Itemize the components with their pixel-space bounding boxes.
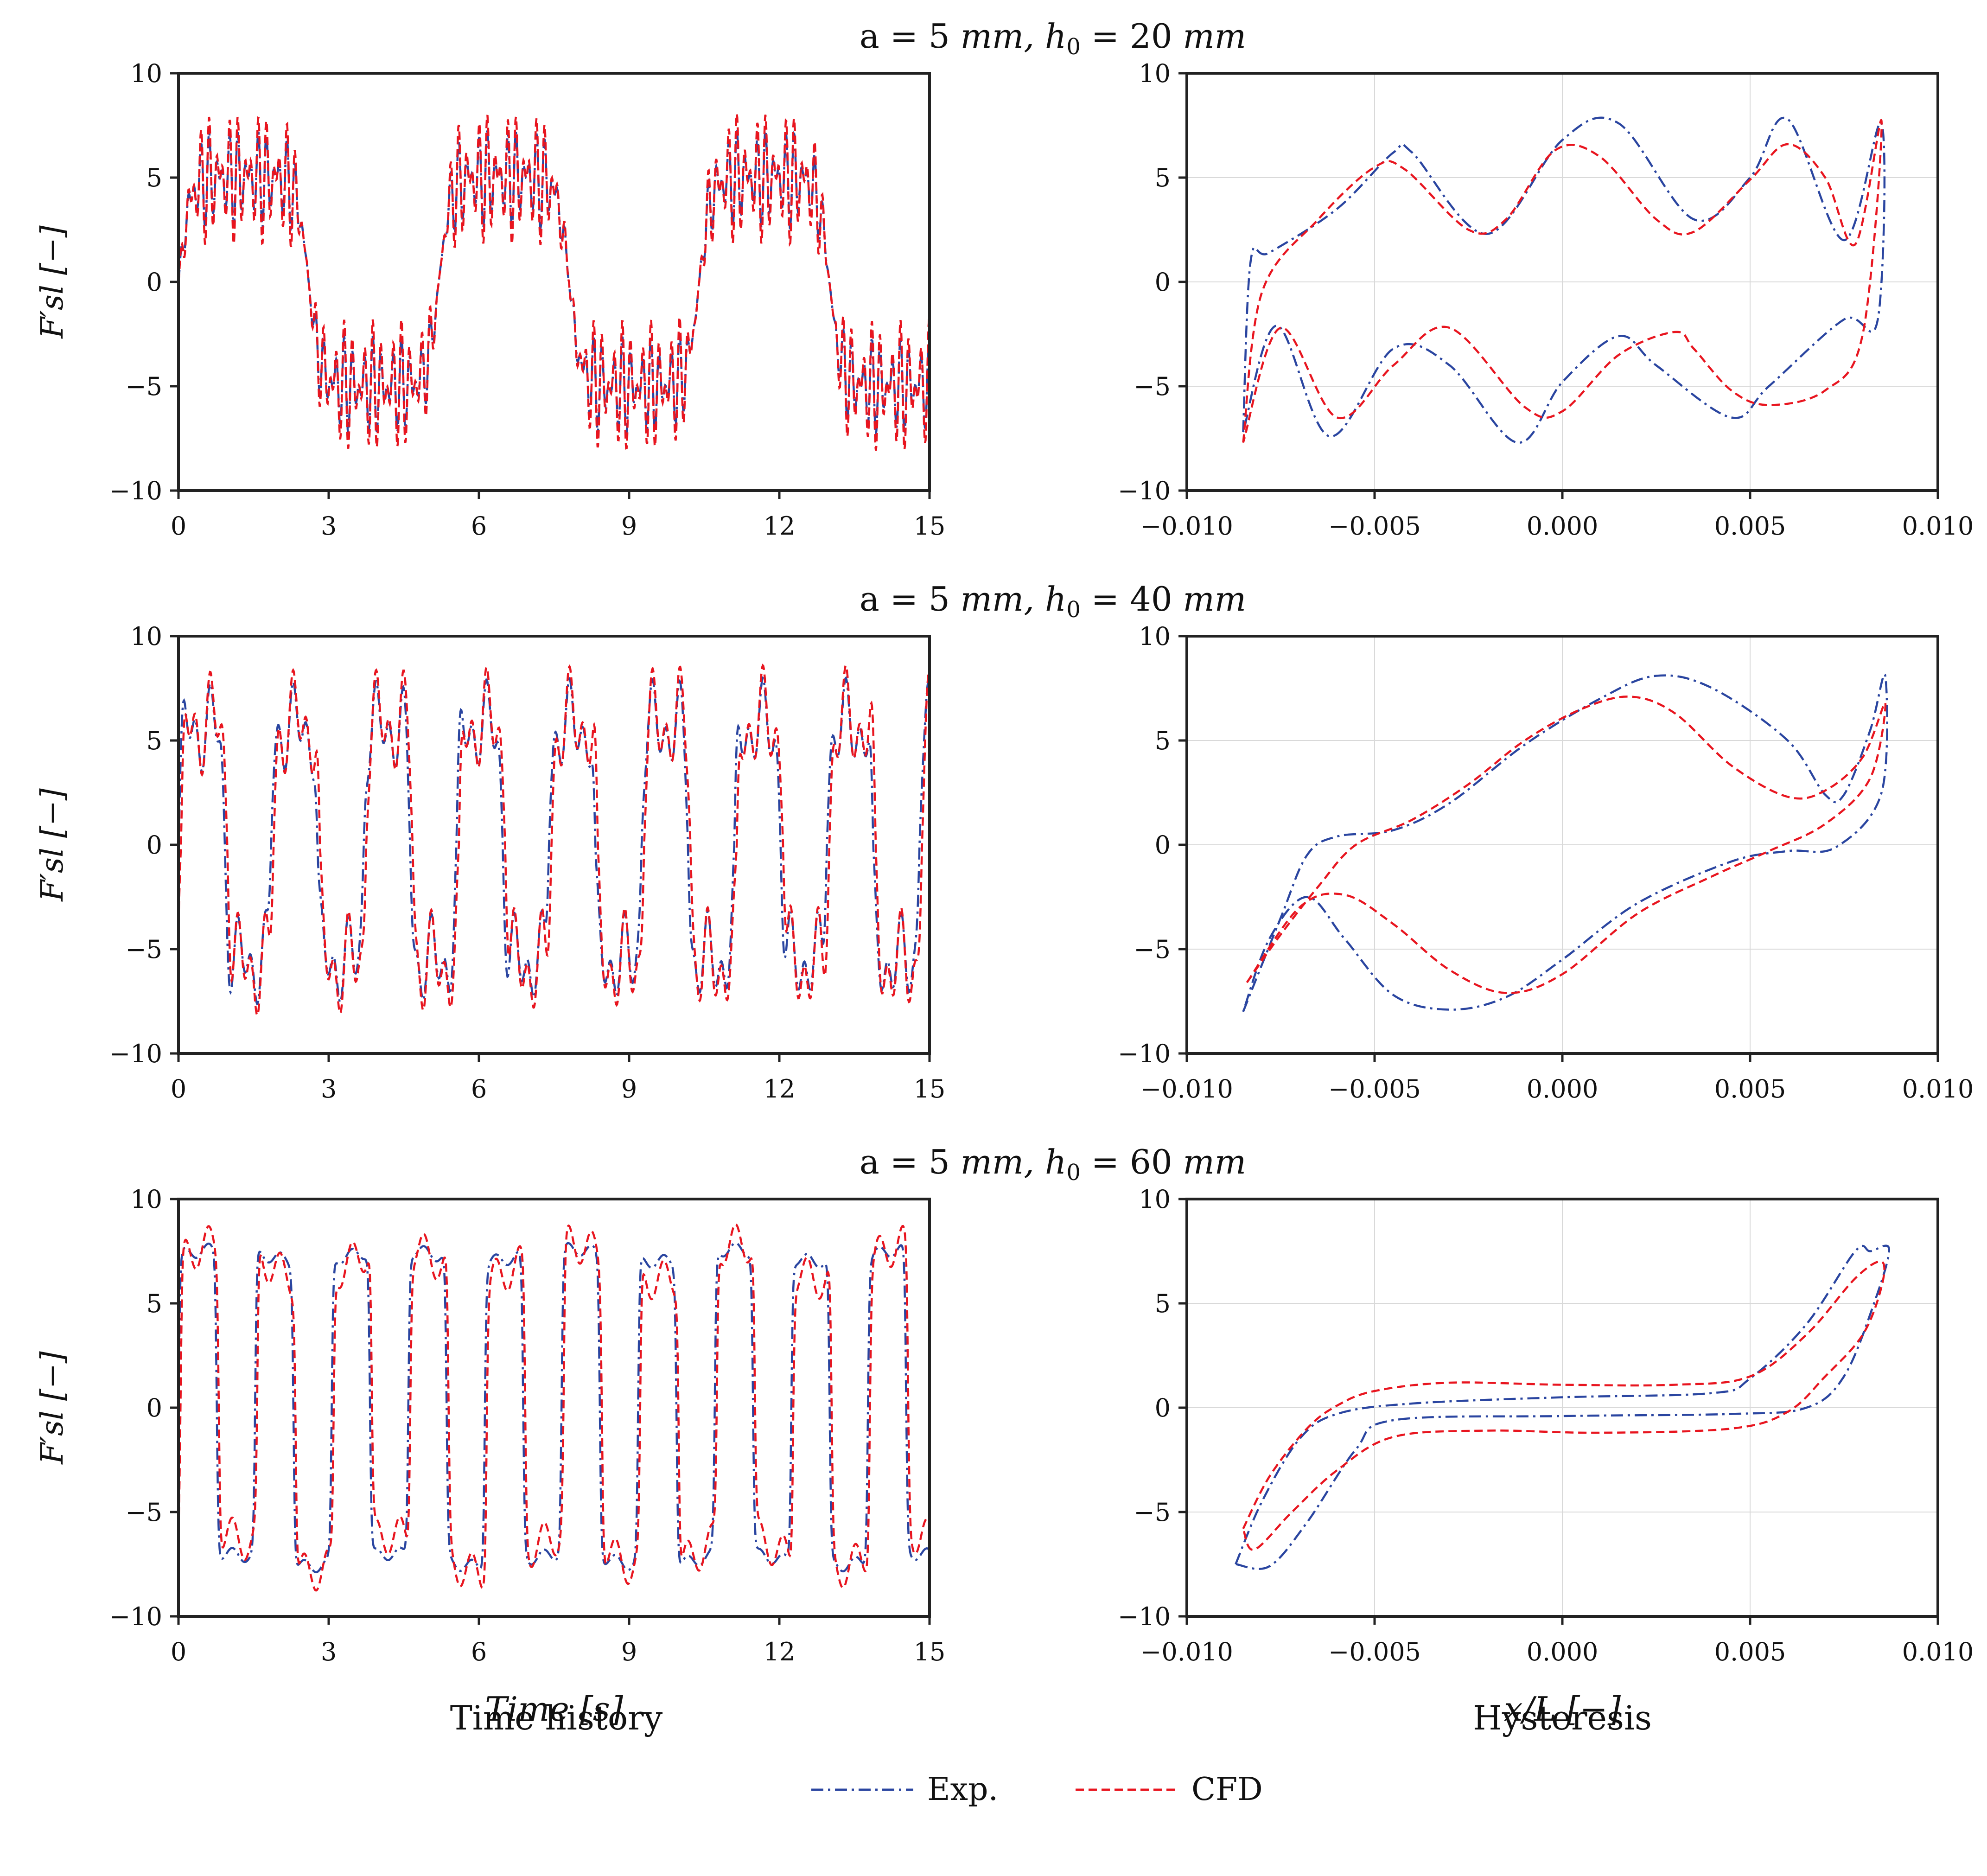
x-tick-label: −0.005	[1328, 511, 1421, 541]
x-tick-label: 0	[171, 511, 186, 541]
x-tick-label: 6	[471, 511, 487, 541]
y-tick-label: 5	[146, 726, 162, 755]
x-tick-label: 0.000	[1527, 1637, 1599, 1666]
y-tick-label: −5	[1134, 372, 1171, 401]
y-tick-label: 5	[146, 1289, 162, 1318]
x-tick-label: 0.000	[1527, 1074, 1599, 1104]
series-cfd	[178, 114, 930, 451]
y-tick-label: 10	[130, 1185, 162, 1214]
y-tick-label: 5	[1155, 163, 1171, 192]
x-tick-label: 9	[621, 511, 637, 541]
y-tick-label: −10	[109, 1039, 162, 1068]
x-axis-label: x/L [−]	[1504, 1690, 1621, 1729]
y-tick-label: 0	[1155, 268, 1171, 297]
legend: Exp. CFD	[811, 1771, 1263, 1808]
y-tick-label: 10	[130, 622, 162, 651]
panel-title: a = 5 mm, h0 = 60 mm	[860, 1142, 1246, 1186]
panel-3: −0.010 −0.005 0.000 0.005 0.010 −10 −5 0 5 10	[1118, 622, 1974, 1104]
y-tick-label: −10	[1118, 1602, 1171, 1631]
panel-title: a = 5 mm, h0 = 20 mm	[860, 17, 1246, 60]
x-tick-label: −0.005	[1328, 1074, 1421, 1104]
y-tick-label: −10	[109, 476, 162, 505]
series-exp	[1242, 116, 1886, 444]
y-tick-label: 5	[146, 163, 162, 192]
x-tick-label: 15	[914, 1637, 946, 1666]
series-exp	[1235, 1244, 1890, 1570]
series-exp	[178, 676, 930, 1006]
x-tick-label: −0.010	[1140, 511, 1233, 541]
column-label-hysteresis: Hysteresis	[1473, 1698, 1652, 1737]
y-tick-label: 0	[146, 268, 162, 297]
series-exp	[178, 1242, 930, 1574]
x-tick-label: 3	[321, 511, 337, 541]
x-tick-label: 0.010	[1902, 1074, 1974, 1104]
y-tick-label: 10	[1139, 59, 1171, 88]
x-tick-label: 15	[914, 511, 946, 541]
panel-1: −0.010 −0.005 0.000 0.005 0.010 −10 −5 0 5 10	[1118, 59, 1974, 541]
y-axis-label: F′sl [−]	[34, 788, 70, 902]
legend-exp-label: Exp.	[927, 1771, 998, 1808]
series-cfd	[1242, 1260, 1885, 1551]
panel-title: a = 5 mm, h0 = 40 mm	[860, 580, 1246, 623]
y-tick-label: −5	[1134, 1498, 1171, 1527]
x-tick-label: 3	[321, 1637, 337, 1666]
x-tick-label: 12	[764, 1074, 796, 1104]
x-tick-label: −0.005	[1328, 1637, 1421, 1666]
x-tick-label: 12	[764, 511, 796, 541]
x-tick-label: 6	[471, 1074, 487, 1104]
legend-cfd-label: CFD	[1191, 1771, 1263, 1808]
y-tick-label: 10	[1139, 1185, 1171, 1214]
x-tick-label: 6	[471, 1637, 487, 1666]
y-tick-label: 0	[146, 830, 162, 860]
x-tick-label: 0.005	[1714, 511, 1786, 541]
y-axis-label: F′sl [−]	[34, 1351, 70, 1465]
x-tick-label: 9	[621, 1637, 637, 1666]
x-tick-label: −0.010	[1140, 1637, 1233, 1666]
x-tick-label: 0	[171, 1637, 186, 1666]
x-tick-label: 0.005	[1714, 1637, 1786, 1666]
series-cfd	[178, 1223, 930, 1592]
y-axis-label: F′sl [−]	[34, 225, 70, 339]
x-tick-label: 9	[621, 1074, 637, 1104]
x-tick-label: 0.005	[1714, 1074, 1786, 1104]
x-axis-label: Time [s]	[485, 1690, 624, 1729]
series-cfd	[1242, 119, 1883, 443]
y-tick-label: −5	[125, 1498, 162, 1527]
x-tick-label: 0.010	[1902, 1637, 1974, 1666]
x-tick-label: 0.000	[1527, 511, 1599, 541]
y-tick-label: −5	[125, 372, 162, 401]
x-tick-label: 0	[171, 1074, 186, 1104]
series-exp	[1242, 673, 1888, 1012]
panel-5: −0.010 −0.005 0.000 0.005 0.010 −10 −5 0 5 10 x/L …	[1118, 1185, 1974, 1729]
y-tick-label: −10	[1118, 476, 1171, 505]
y-tick-label: 5	[1155, 726, 1171, 755]
x-tick-label: 3	[321, 1074, 337, 1104]
x-tick-label: 15	[914, 1074, 946, 1104]
y-tick-label: 0	[146, 1393, 162, 1423]
y-tick-label: 0	[1155, 830, 1171, 860]
y-tick-label: −10	[109, 1602, 162, 1631]
y-tick-label: 5	[1155, 1289, 1171, 1318]
y-tick-label: −5	[1134, 935, 1171, 964]
y-tick-label: 10	[1139, 622, 1171, 651]
series-cfd	[1246, 696, 1887, 994]
x-tick-label: 0.010	[1902, 511, 1974, 541]
series-cfd	[178, 664, 930, 1017]
x-tick-label: 12	[764, 1637, 796, 1666]
x-tick-label: −0.010	[1140, 1074, 1233, 1104]
y-tick-label: −5	[125, 935, 162, 964]
column-label-time-history: Time history	[450, 1698, 663, 1737]
plot-frame	[177, 72, 931, 492]
y-tick-label: 0	[1155, 1393, 1171, 1423]
y-tick-label: −10	[1118, 1039, 1171, 1068]
y-tick-label: 10	[130, 59, 162, 88]
